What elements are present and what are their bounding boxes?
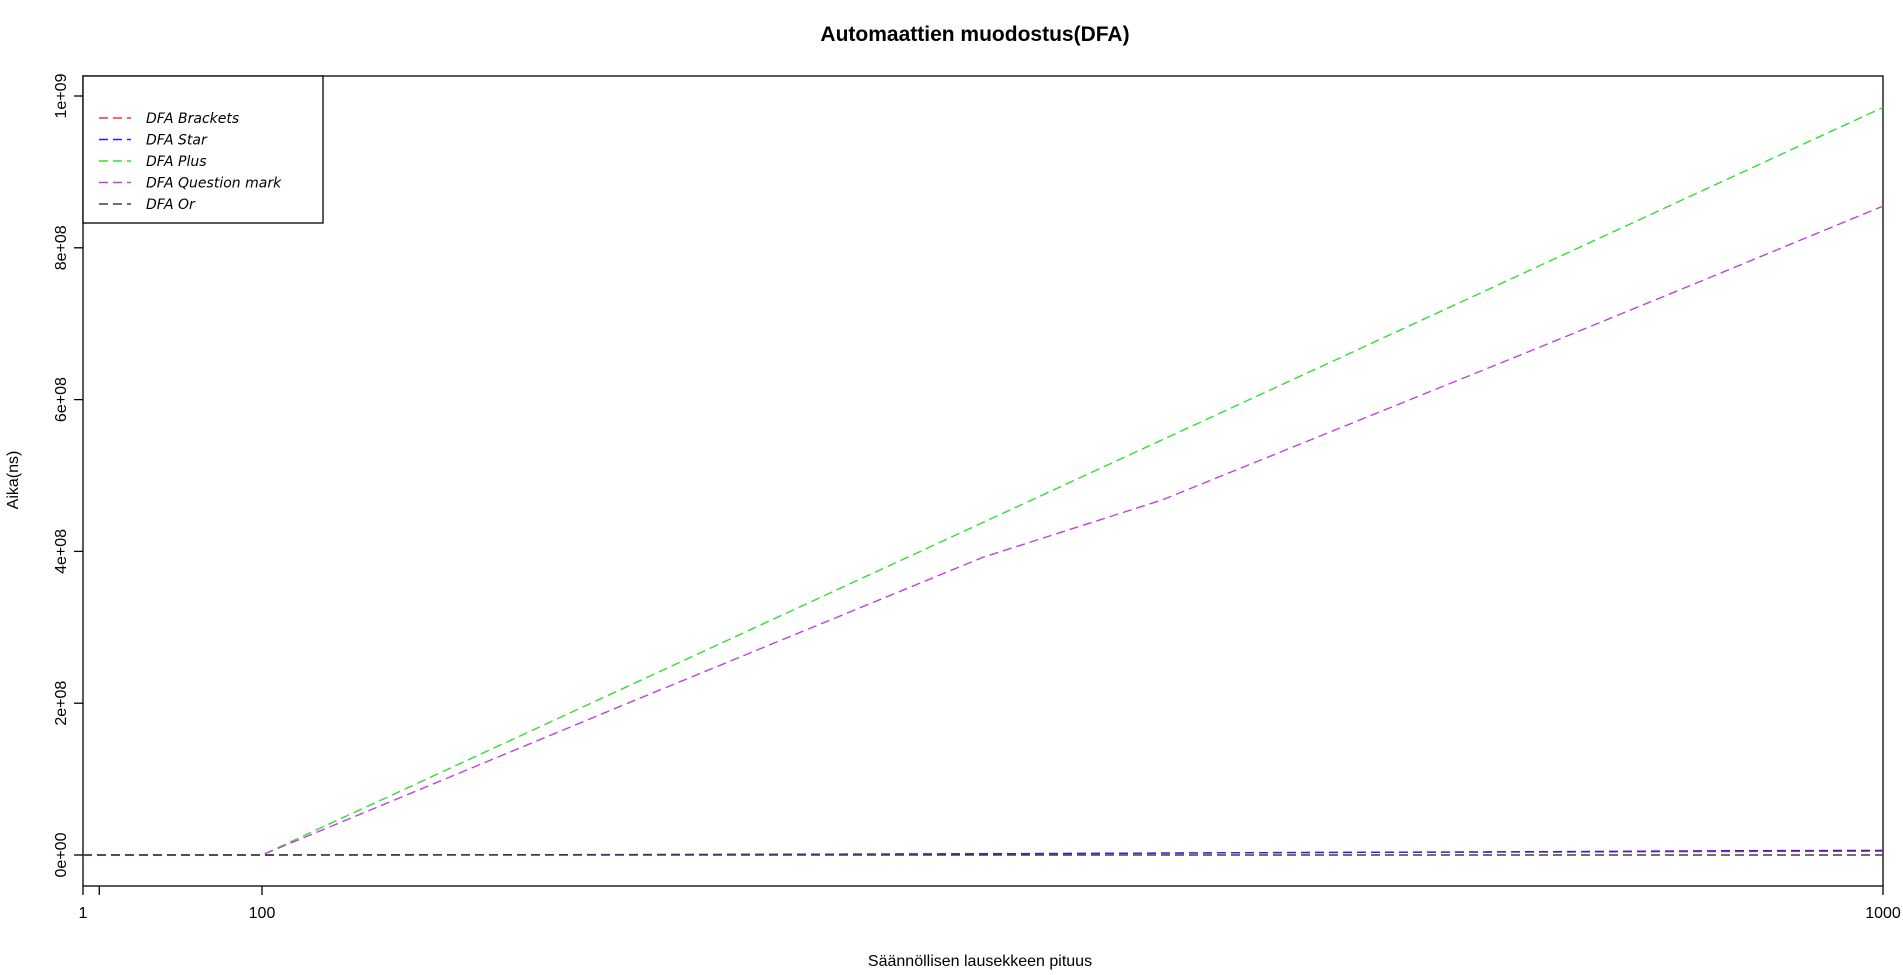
x-axis-label: Säännöllisen lausekkeen pituus (868, 953, 1092, 970)
legend: DFA Brackets DFA Star DFA Plus DFA Question… (82, 75, 324, 224)
plot-area-frame (82, 75, 1884, 887)
x-tick-label: 100 (249, 905, 276, 922)
y-tick-label: 8e+08 (53, 225, 70, 270)
legend-box (82, 75, 324, 224)
chart-title: Automaattien muodostus(DFA) (820, 23, 1129, 46)
series-layer (83, 106, 1884, 856)
y-tick-label: 1e+09 (53, 73, 70, 118)
y-tick-label: 2e+08 (53, 681, 70, 726)
y-axis-label: Aika(ns) (5, 451, 22, 510)
x-tick-label: 1 (79, 905, 88, 922)
series-line-dfa-plus (83, 106, 1884, 856)
y-axis: 0e+00 2e+08 4e+08 6e+08 8e+08 1e+09 (53, 73, 83, 877)
legend-label: DFA Question mark (146, 176, 282, 192)
y-tick-label: 0e+00 (53, 832, 70, 877)
legend-label: DFA Plus (146, 154, 207, 170)
series-line-dfa-question-mark (83, 205, 1884, 856)
legend-label: DFA Brackets (146, 111, 239, 127)
x-tick-label: 1000 (1865, 905, 1901, 922)
x-axis: 1 100 1000 (79, 886, 1901, 922)
legend-label: DFA Or (146, 197, 196, 213)
series-line-dfa-star (83, 849, 1884, 856)
y-tick-label: 4e+08 (53, 529, 70, 574)
legend-label: DFA Star (146, 133, 208, 149)
y-tick-label: 6e+08 (53, 377, 70, 422)
